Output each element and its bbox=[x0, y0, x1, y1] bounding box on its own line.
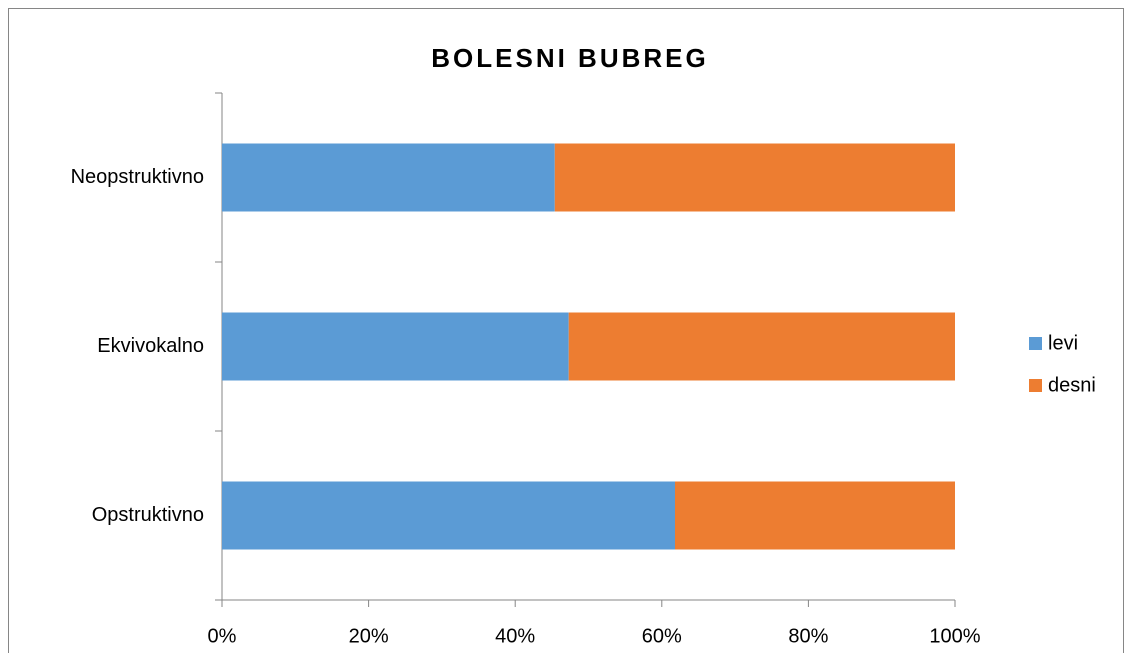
legend-swatch bbox=[1029, 337, 1042, 350]
bar-segment bbox=[222, 312, 569, 381]
x-tick-label: 100% bbox=[929, 625, 980, 647]
bar-segment bbox=[554, 143, 955, 212]
chart-title: BOLESNI BUBREG bbox=[431, 43, 708, 73]
x-tick-label: 40% bbox=[495, 625, 535, 647]
x-tick-label: 20% bbox=[349, 625, 389, 647]
y-tick-label: Opstruktivno bbox=[92, 504, 204, 526]
legend-label: desni bbox=[1048, 374, 1096, 396]
legend-swatch bbox=[1029, 379, 1042, 392]
x-tick-label: 80% bbox=[788, 625, 828, 647]
y-tick-label: Ekvivokalno bbox=[97, 335, 204, 357]
bar-segment bbox=[222, 143, 555, 212]
bar-segment bbox=[568, 312, 955, 381]
y-tick-label: Neopstruktivno bbox=[71, 166, 204, 188]
bar-segment bbox=[674, 481, 955, 550]
x-tick-label: 60% bbox=[642, 625, 682, 647]
x-tick-label: 0% bbox=[208, 625, 237, 647]
bar-segment bbox=[222, 481, 675, 550]
legend-label: levi bbox=[1048, 332, 1078, 354]
